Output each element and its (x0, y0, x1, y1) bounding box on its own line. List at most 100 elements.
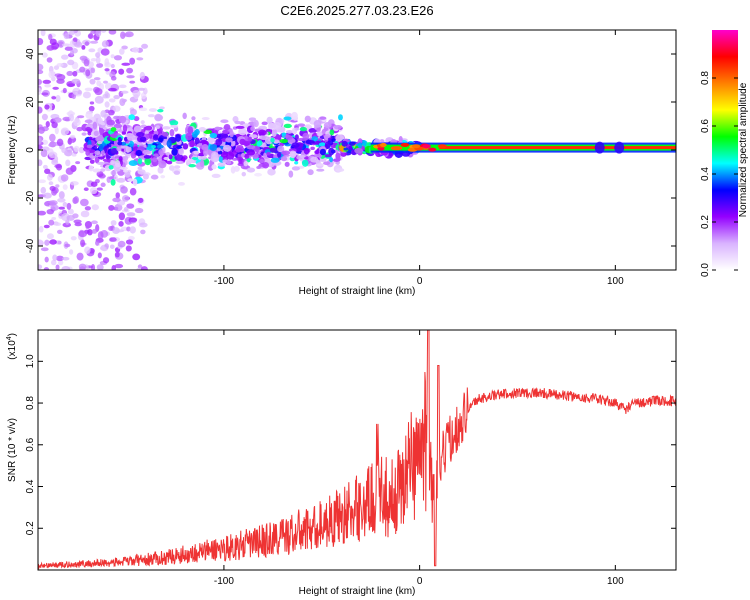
spectrogram-cell (294, 127, 300, 131)
spectrogram-cell (125, 245, 132, 252)
x-tick-label: 0 (417, 576, 423, 587)
spectrogram-cell (437, 144, 447, 149)
spectrogram-cell (316, 131, 323, 137)
spectrogram-cell (77, 90, 83, 95)
spectrogram-cell (96, 264, 104, 270)
spectrogram-cell (93, 77, 101, 81)
spectrogram-cell (318, 142, 326, 147)
spectrogram-cell (62, 184, 68, 190)
spectrogram-cell (302, 132, 310, 140)
spectrogram-cell (131, 46, 140, 53)
spectrogram-cell (252, 153, 259, 159)
spectrogram-cell (189, 140, 195, 148)
spectrogram-cell (273, 121, 282, 130)
spectrogram-cell (38, 210, 47, 216)
spectrogram-cell (43, 267, 50, 270)
spectrogram-cell (137, 166, 143, 170)
spectrogram-cell (73, 145, 80, 153)
spectrogram-cell (377, 146, 385, 151)
spectrogram-cell (152, 134, 159, 141)
spectrogram-cell (108, 204, 115, 211)
spectrogram-cell (235, 148, 243, 152)
spectrogram-cell (67, 59, 75, 66)
spectrogram-cell (40, 186, 47, 194)
spectrogram-cell (93, 130, 99, 136)
spectrogram-cell (79, 66, 86, 73)
spectrogram-cell (165, 152, 171, 156)
spectrogram-cell (121, 194, 130, 202)
spectrogram-cell (143, 154, 152, 159)
spectrogram-cell (110, 54, 115, 59)
spectrogram-cell (123, 206, 129, 212)
spectrogram-cell (182, 143, 189, 150)
spectrogram-cell (52, 254, 58, 262)
spectrogram-cell (285, 129, 293, 134)
spectrogram-cell (270, 137, 275, 143)
spectrogram-cell (114, 203, 123, 212)
spectrogram-cell (80, 210, 90, 218)
spectrogram-cell (69, 134, 76, 139)
snr-x-label: Height of straight line (km) (299, 586, 416, 597)
spectrogram-cell (121, 45, 128, 50)
spectrogram-cell (147, 142, 153, 149)
spectrogram-cell (106, 176, 111, 183)
spectrogram-cell (133, 94, 139, 99)
spectrogram-cell (69, 113, 75, 122)
spectrogram-cell (110, 127, 117, 132)
spectrogram-cell (341, 140, 348, 147)
spectrogram-cell (115, 162, 121, 168)
spectrogram-cell (104, 82, 112, 90)
spectrogram-cell (78, 230, 88, 238)
spectrogram-cell (343, 147, 349, 151)
spectrogram-cell (178, 181, 185, 186)
spectrogram-cell (348, 145, 353, 151)
spectrogram-cell (159, 106, 165, 110)
spectrogram-cell (90, 181, 98, 187)
spectrogram-cell (48, 70, 55, 79)
x-tick-label: -100 (214, 276, 234, 287)
spectrogram-cell (92, 168, 101, 173)
spectrogram-cell (422, 144, 431, 149)
spectrogram-cell (38, 225, 44, 233)
spectrogram-cell (153, 153, 159, 157)
spectrogram-cell (90, 67, 96, 74)
spectrogram-cell (231, 157, 238, 161)
spectrogram-cell (162, 126, 171, 130)
spectrogram-cell (329, 129, 335, 136)
spectrogram-cell (62, 87, 67, 94)
spectrogram-cell (43, 224, 50, 229)
spectrogram-cell (157, 137, 164, 143)
spectrogram-cell (71, 78, 81, 85)
spectrogram-cell (38, 239, 44, 247)
spectrogram-cell (144, 125, 153, 131)
spectrogram-cell (188, 164, 196, 168)
spectrogram-cell (114, 251, 120, 258)
spectrogram-cell (222, 144, 232, 152)
spectrogram-cell (100, 30, 107, 33)
spectrogram-cell (153, 130, 159, 136)
y-tick-label: -40 (25, 238, 36, 253)
spectrogram-cell (310, 146, 315, 150)
colorbar-tick-label: 0.6 (700, 119, 711, 133)
spectrogram-y-label: Frequency (Hz) (7, 116, 18, 185)
spectrogram-cell (207, 136, 215, 144)
spectrogram-cell (96, 170, 104, 178)
spectrogram-cell (69, 249, 74, 255)
colorbar-tick-label: 0.4 (700, 167, 711, 181)
y-tick-label: 0.6 (25, 437, 36, 451)
spectrogram-cell (113, 115, 121, 120)
snr-y-label: SNR (10 * v/v) (7, 418, 18, 482)
spectrogram-cell (100, 168, 106, 172)
y-tick-label: 20 (25, 96, 36, 108)
spectrogram-cell (121, 98, 128, 103)
spectrogram-cell (88, 48, 96, 53)
spectrogram-cell (285, 135, 293, 141)
spectrogram-cell (38, 145, 43, 150)
spectrogram-cell (41, 92, 49, 96)
spectrogram-cell (246, 149, 256, 156)
spectrogram-cell (225, 137, 233, 143)
spectrogram-cell (104, 68, 110, 72)
spectrogram-cell (109, 237, 117, 242)
spectrogram-cell (118, 156, 123, 162)
spectrogram-cell (55, 184, 60, 188)
